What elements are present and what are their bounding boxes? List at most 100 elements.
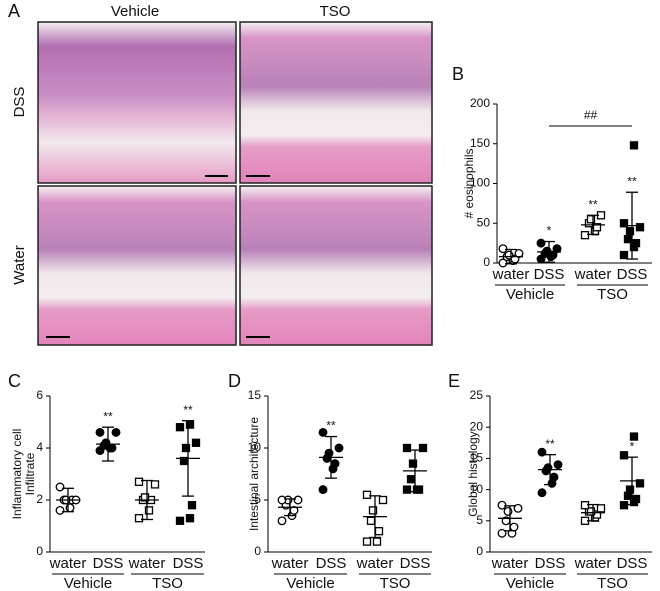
data-point <box>95 427 105 437</box>
data-point <box>334 443 344 453</box>
significance: * <box>547 224 552 238</box>
panel-label: B <box>452 64 464 84</box>
y-tick-label: 200 <box>470 96 490 110</box>
data-point <box>277 495 287 505</box>
data-point <box>625 485 635 494</box>
data-point <box>330 459 340 469</box>
data-point <box>318 427 328 437</box>
data-point <box>374 527 384 536</box>
data-point <box>175 516 185 525</box>
y-tick-label: 10 <box>470 482 484 496</box>
y-tick-label: 15 <box>470 451 484 465</box>
x-tick-label: water <box>271 555 309 572</box>
y-tick-label: 5 <box>476 513 483 527</box>
data-point <box>55 505 65 515</box>
bracket-label: ## <box>584 108 598 122</box>
data-point <box>619 219 629 228</box>
significance: ** <box>588 197 598 211</box>
histology-image <box>37 21 237 184</box>
data-point <box>553 460 563 470</box>
data-point <box>498 258 508 268</box>
data-point <box>619 451 629 460</box>
x-tick-label: DSS <box>400 555 431 572</box>
y-tick-label: 4 <box>36 440 43 454</box>
data-point <box>536 238 546 248</box>
chart: D Intestinal architecture 0 5 10 15 water DSS wa… <box>228 371 432 591</box>
y-tick-label: 0 <box>36 544 43 558</box>
x-tick-label: water <box>574 555 612 572</box>
data-point <box>324 448 334 458</box>
data-point <box>372 537 382 546</box>
x-tick-label: water <box>356 555 394 572</box>
data-point <box>586 507 596 516</box>
data-point <box>537 447 547 457</box>
data-point <box>631 238 641 248</box>
group-label: TSO <box>597 575 628 591</box>
y-tick-label: 150 <box>470 136 490 150</box>
significance: ** <box>103 409 113 423</box>
data-point <box>378 495 388 505</box>
histology-image <box>37 185 237 346</box>
data-point <box>635 223 645 232</box>
significance: ** <box>326 419 336 433</box>
data-point <box>408 459 418 468</box>
data-point <box>537 488 547 498</box>
data-point <box>134 514 144 523</box>
data-point <box>498 244 508 254</box>
histology-image <box>239 185 433 346</box>
group-label: TSO <box>597 286 628 303</box>
group-label: Vehicle <box>506 286 554 303</box>
y-axis-label: Infiltrate <box>23 452 37 495</box>
data-point <box>406 475 416 484</box>
panel-label: A <box>8 1 20 21</box>
y-axis-label: Global histology <box>466 431 480 516</box>
data-point <box>101 438 111 448</box>
group-label: Vehicle <box>64 575 112 591</box>
x-tick-label: DSS <box>617 555 648 572</box>
data-point <box>625 227 635 236</box>
panel-label: D <box>228 371 241 391</box>
data-point <box>497 528 507 538</box>
x-tick-label: water <box>491 555 529 572</box>
data-point <box>402 485 412 494</box>
column-label: Vehicle <box>111 3 159 20</box>
row-label: Water <box>11 245 28 284</box>
data-point <box>140 493 150 502</box>
data-point <box>368 506 378 515</box>
y-tick-label: 0 <box>483 255 490 269</box>
group-label: Vehicle <box>506 575 554 591</box>
y-tick-label: 20 <box>470 419 484 433</box>
y-tick-label: 2 <box>36 492 43 506</box>
data-point <box>629 432 639 441</box>
x-tick-label: water <box>49 555 87 572</box>
data-point <box>144 506 154 515</box>
data-point <box>318 485 328 495</box>
data-point <box>509 522 519 532</box>
y-tick-label: 15 <box>248 388 262 402</box>
data-point <box>175 423 185 432</box>
y-axis-label: Inflammatory cell <box>10 429 24 520</box>
significance: ** <box>627 174 637 188</box>
data-point <box>362 490 372 499</box>
data-point <box>596 504 606 513</box>
histology-image <box>239 21 433 184</box>
data-point <box>631 494 641 504</box>
x-tick-label: water <box>128 555 166 572</box>
data-point <box>513 503 523 513</box>
data-point <box>635 479 645 488</box>
group-label: TSO <box>152 575 183 591</box>
panel-label: E <box>448 371 460 391</box>
y-tick-label: 6 <box>36 388 43 402</box>
x-tick-label: water <box>492 266 530 283</box>
y-tick-label: 0 <box>476 544 483 558</box>
data-point <box>134 477 144 486</box>
x-tick-label: DSS <box>617 266 648 283</box>
data-point <box>418 443 428 453</box>
y-axis-label: # eosinophils <box>462 148 476 218</box>
y-tick-label: 0 <box>254 544 261 558</box>
x-tick-label: DSS <box>93 555 124 572</box>
